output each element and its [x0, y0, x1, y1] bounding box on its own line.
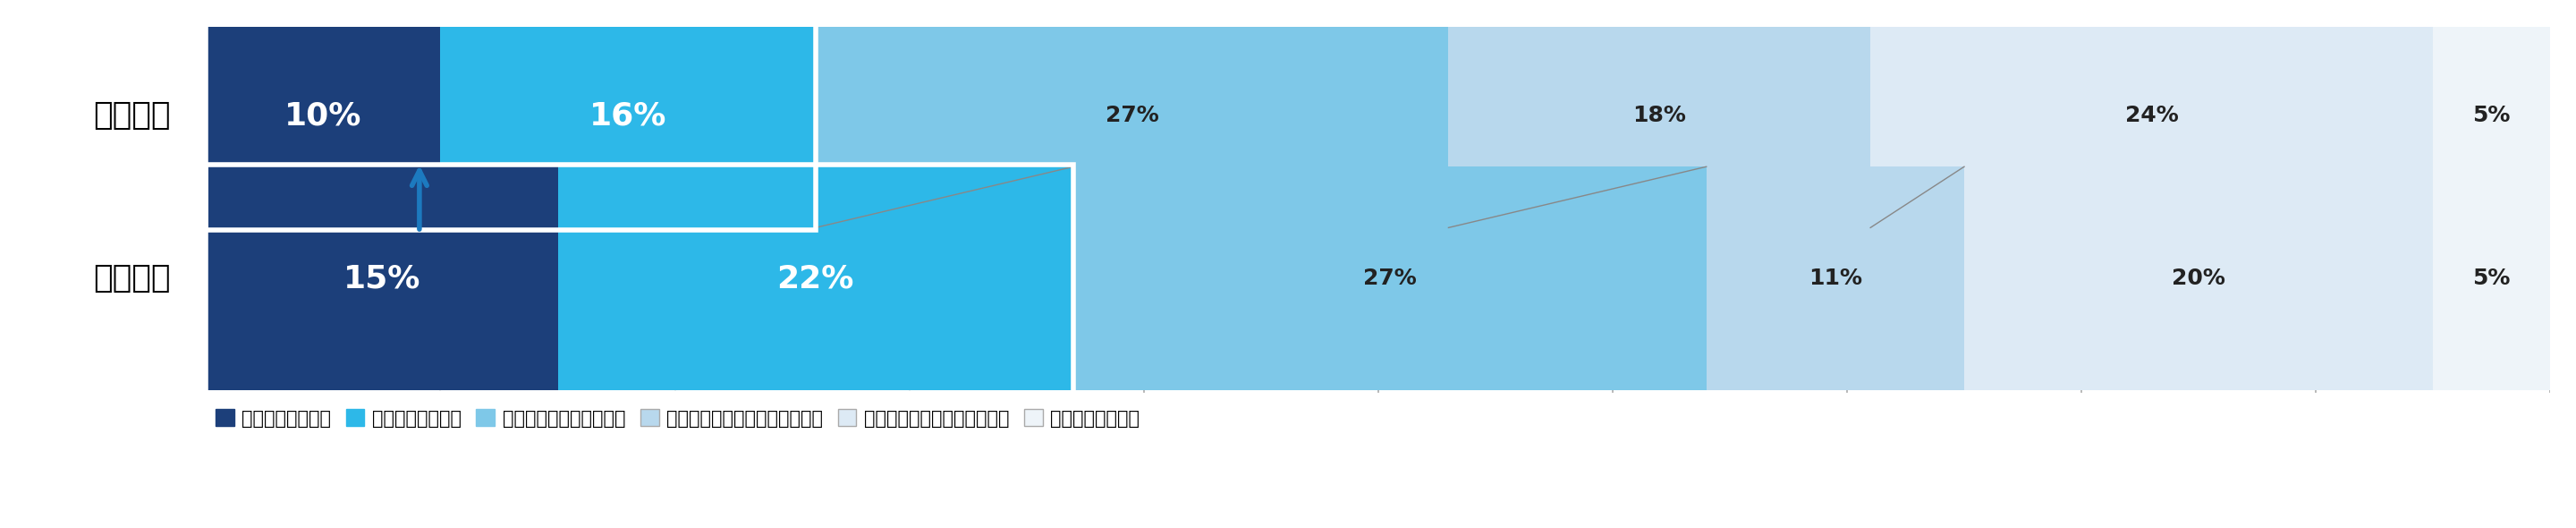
Bar — [556, 167, 1074, 390]
Bar — [206, 164, 1074, 393]
Text: 10%: 10% — [286, 101, 361, 131]
Text: 16%: 16% — [590, 101, 667, 131]
Text: 15%: 15% — [343, 263, 420, 294]
Bar — [2432, 4, 2550, 228]
Bar — [1965, 167, 2432, 390]
Bar — [817, 4, 1448, 228]
Bar — [2432, 167, 2550, 390]
Bar — [206, 4, 440, 228]
Text: 20%: 20% — [2172, 268, 2226, 289]
Bar — [1705, 167, 1965, 390]
Text: 27%: 27% — [1105, 105, 1159, 127]
Text: 5%: 5% — [2473, 105, 2512, 127]
Bar — [440, 4, 817, 228]
Text: 22%: 22% — [778, 263, 855, 294]
Text: 18%: 18% — [1633, 105, 1687, 127]
Text: 24%: 24% — [2125, 105, 2179, 127]
Text: 仕分け前: 仕分け前 — [93, 101, 170, 131]
Bar — [1448, 4, 1870, 228]
Text: 11%: 11% — [1808, 268, 1862, 289]
Legend: 「よく参加する」, 「時々参加する」, 「参加したことがある」, 「あまり参加したことがない」, 「全く参加したことがない」, 「無記入／無効」: 「よく参加する」, 「時々参加する」, 「参加したことがある」, 「あまり参加し… — [216, 409, 1139, 428]
Bar — [1074, 167, 1705, 390]
Text: 5%: 5% — [2473, 268, 2512, 289]
Bar — [206, 167, 556, 390]
Text: 27%: 27% — [1363, 268, 1417, 289]
Bar — [206, 2, 817, 230]
Text: 仕分け後: 仕分け後 — [93, 263, 170, 294]
Bar — [1870, 4, 2432, 228]
